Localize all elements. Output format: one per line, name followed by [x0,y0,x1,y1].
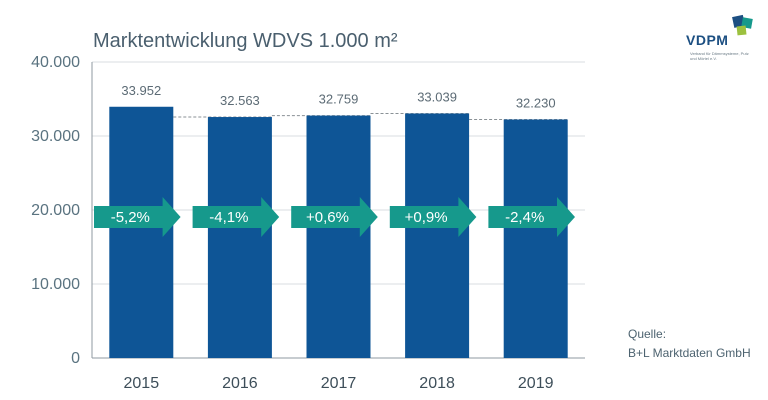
value-label: 32.230 [516,95,556,110]
source-label: Quelle: [628,327,667,341]
value-label: 33.952 [121,83,161,98]
change-arrow [488,197,575,237]
y-tick-label: 40.000 [31,54,80,71]
y-tick-label: 30.000 [31,128,80,145]
x-tick-label: 2015 [124,375,160,392]
value-label: 32.759 [319,92,359,107]
change-label: +0,9% [405,209,448,226]
change-label: -4,1% [209,209,248,226]
bar [306,115,371,358]
chart-title: Marktentwicklung WDVS 1.000 m² [93,30,398,52]
change-arrow [389,197,477,237]
x-tick-label: 2016 [222,375,258,392]
bar [503,119,568,358]
y-tick-label: 0 [71,350,80,367]
bar [207,117,272,358]
change-label: -2,4% [505,209,544,226]
y-tick-label: 10.000 [31,276,80,293]
logo-square-3 [736,25,747,36]
y-tick-label: 20.000 [31,202,80,219]
value-label: 32.563 [220,93,260,108]
change-label: -5,2% [111,209,150,226]
x-tick-label: 2017 [321,375,357,392]
bars [109,106,568,358]
logo-wordmark: VDPM [686,32,729,48]
x-tick-label: 2018 [419,375,455,392]
change-arrow [192,197,280,237]
value-labels: 33.952 32.563 32.759 33.039 32.230 [121,83,555,111]
source-value: B+L Marktdaten GmbH [628,346,751,360]
change-arrows: -5,2% -4,1% +0,6% +0,9% -2,4% [94,197,575,237]
value-label: 33.039 [417,90,457,105]
logo-subtitle: Verband für Dämmsysteme, Putz und Mörtel… [690,51,749,61]
vdpm-logo [732,14,753,36]
x-tick-labels: 2015 2016 2017 2018 2019 [124,375,554,392]
change-arrow [94,197,181,237]
y-tick-labels: 0 10.000 20.000 30.000 40.000 [31,54,80,367]
change-arrow [291,197,378,237]
x-tick-label: 2019 [518,375,554,392]
change-label: +0,6% [306,209,349,226]
